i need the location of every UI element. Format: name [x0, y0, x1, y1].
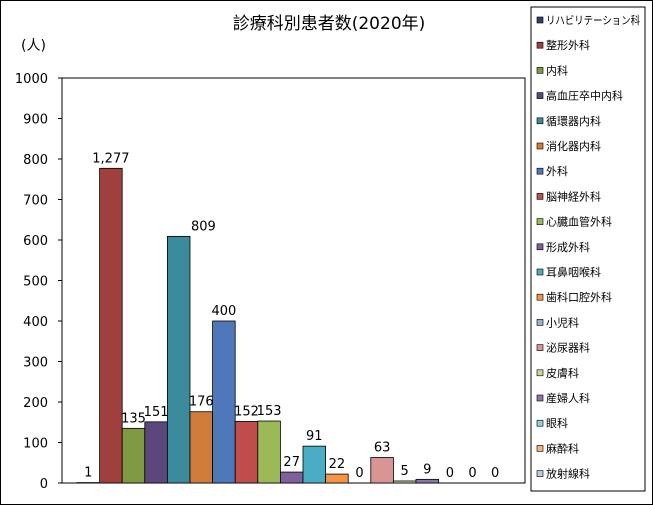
chart-title: 診療科別患者数(2020年): [233, 14, 426, 34]
data-label: 22: [329, 457, 346, 472]
data-label: 63: [374, 440, 391, 455]
data-label: 27: [283, 455, 300, 470]
legend-swatch: [536, 167, 544, 175]
data-label: 9: [423, 462, 431, 477]
legend-swatch: [536, 16, 544, 24]
legend-label: 脳神経外科: [546, 189, 601, 203]
bar: [415, 478, 440, 484]
data-label: 400: [211, 304, 236, 319]
y-tick-label: 700: [23, 194, 48, 209]
y-tick-label: 0: [40, 477, 48, 492]
y-tick-label: 300: [23, 356, 48, 371]
bar: [279, 471, 304, 484]
legend-label: リハビリテーション科: [546, 13, 640, 27]
data-label: 0: [468, 466, 476, 481]
y-tick-label: 400: [23, 315, 48, 330]
bar: [370, 457, 394, 484]
legend-label: 耳鼻咽喉科: [546, 265, 601, 279]
y-tick-label: 1000: [15, 72, 48, 87]
legend-swatch: [536, 41, 544, 49]
legend-label: 歯科口腔外科: [546, 290, 612, 304]
y-tick-label: 100: [23, 437, 48, 452]
legend-swatch: [536, 67, 544, 74]
data-label: 153: [257, 404, 282, 419]
data-label: 809: [191, 219, 216, 234]
legend-swatch: [536, 142, 544, 150]
legend-swatch: [536, 445, 544, 452]
bar: [302, 445, 327, 484]
data-label: 176: [189, 395, 214, 410]
bars: [76, 167, 440, 484]
legend-swatch: [536, 117, 544, 125]
legend-label: 高血圧卒中内科: [546, 89, 623, 103]
data-label: 0: [355, 466, 363, 481]
y-axis-ticks: 0 100 200 300 400 500 600 700 800 900 1000: [15, 72, 62, 492]
data-label: 152: [234, 404, 259, 419]
data-label: 1: [84, 466, 92, 481]
legend-items: リハビリテーション科整形外科内科高血圧卒中内科循環器内科消化器内科外科脳神経外科…: [536, 13, 640, 481]
legend-swatch: [536, 218, 544, 225]
legend-label: 外科: [546, 164, 568, 178]
legend-swatch: [536, 394, 544, 402]
data-label: 91: [306, 429, 323, 444]
y-tick-label: 500: [23, 275, 48, 290]
y-axis-unit-label: (人): [21, 38, 46, 54]
legend-label: 形成外科: [546, 240, 590, 254]
plot-area: [61, 77, 526, 484]
legend-swatch: [536, 268, 544, 276]
legend-label: 小児科: [546, 315, 579, 329]
bar: [325, 473, 349, 484]
legend-swatch: [536, 419, 544, 427]
legend-label: 皮膚科: [546, 366, 579, 380]
bar: [392, 480, 417, 484]
legend-label: 循環器内科: [546, 114, 601, 128]
legend-swatch: [536, 293, 544, 301]
data-label: 151: [144, 405, 169, 420]
legend-label: 放射線科: [546, 467, 590, 481]
legend-label: 眼科: [546, 416, 568, 430]
legend-label: 消化器内科: [546, 139, 601, 153]
bar: [257, 420, 281, 484]
legend-swatch: [536, 344, 544, 351]
bar: [99, 167, 123, 484]
legend-swatch: [536, 470, 544, 477]
data-label: 135: [121, 411, 146, 426]
legend-label: 麻酔科: [546, 441, 579, 455]
data-label: 1,277: [92, 151, 129, 166]
y-tick-label: 800: [23, 153, 48, 168]
bar: [121, 427, 146, 484]
y-tick-label: 600: [23, 234, 48, 249]
data-label: 0: [446, 466, 454, 481]
bar: [234, 421, 259, 484]
legend-label: 内科: [546, 63, 568, 77]
legend-label: 産婦人科: [546, 391, 590, 405]
legend-swatch: [536, 243, 544, 251]
legend-swatch: [536, 193, 544, 200]
legend-label: 泌尿器科: [546, 341, 590, 355]
bar: [166, 235, 191, 484]
legend-swatch: [536, 369, 544, 377]
data-label: 5: [401, 464, 409, 479]
legend: [530, 6, 646, 492]
bar: [144, 421, 168, 484]
y-tick-label: 900: [23, 113, 48, 128]
legend-label: 整形外科: [546, 38, 590, 52]
legend-swatch: [536, 319, 544, 326]
y-tick-label: 200: [23, 396, 48, 411]
data-label: 0: [491, 466, 499, 481]
bar: [189, 411, 214, 484]
legend-label: 心臓血管外科: [546, 215, 612, 229]
bar: [212, 320, 236, 484]
legend-swatch: [536, 92, 544, 99]
